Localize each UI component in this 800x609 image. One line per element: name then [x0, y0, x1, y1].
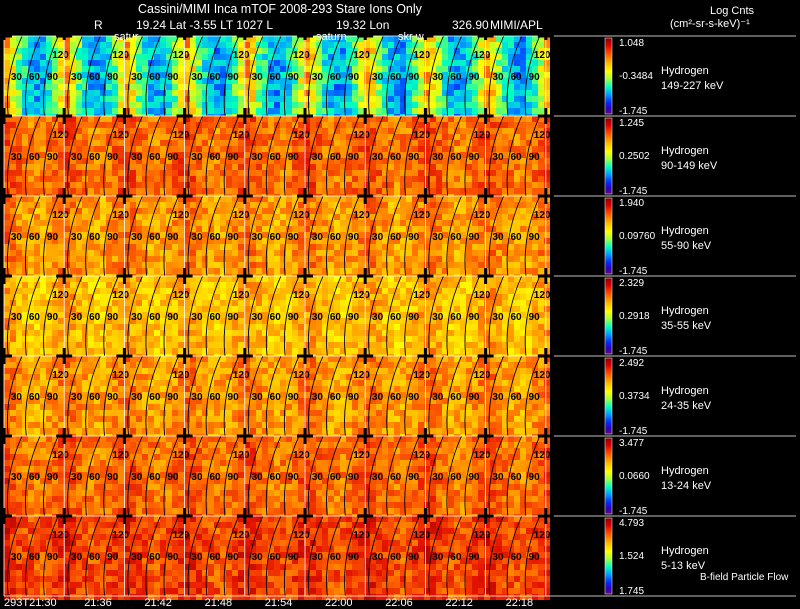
colorbar-max-label: 1.245	[619, 118, 644, 129]
colorbar-max-label: 1.940	[619, 198, 644, 209]
overlay-fragment-label: saturn	[316, 31, 347, 43]
colorbar-mid-label: 1.524	[619, 551, 644, 562]
time-tick-label: 22:06	[385, 597, 413, 609]
instrument-label: MIMI/APL	[490, 18, 543, 32]
time-tick-label: 21:54	[265, 597, 293, 609]
colorbar-max-label: 4.793	[619, 518, 644, 529]
channel-energy-label: 149-227 keV	[661, 80, 724, 92]
colorbar-max-label: 1.048	[619, 38, 644, 49]
colorbar-mid-label: 0.2918	[619, 311, 650, 322]
colorbar-mid-label: 0.2502	[619, 151, 650, 162]
channel-species-label: Hydrogen	[661, 545, 709, 557]
channel-energy-label: 5-13 keV	[661, 560, 706, 572]
channel-energy-label: 24-35 keV	[661, 400, 712, 412]
channel-species-label: Hydrogen	[661, 465, 709, 477]
colorbar-min-label: -1.745	[619, 106, 648, 117]
time-tick-label: 21:36	[84, 597, 112, 609]
footer-note: B-field Particle Flow	[700, 572, 789, 583]
colorbar-max-label: 2.492	[619, 358, 644, 369]
lon-readout: 19.32 Lon	[336, 18, 390, 32]
colorbar-min-label: -1.745	[619, 186, 648, 197]
colorbar-mid-label: -0.3484	[619, 71, 653, 82]
colorbar-mid-label: 0.3734	[619, 391, 650, 402]
colorbar-min-label: -1.745	[619, 426, 648, 437]
lat-lt-readout: 19.24 Lat -3.55 LT 1027 L	[136, 18, 273, 32]
colorbar-mid-label: 0.0660	[619, 471, 650, 482]
colorbar-max-label: 2.329	[619, 278, 644, 289]
channel-energy-label: 55-90 keV	[661, 240, 712, 252]
channel-energy-label: 35-55 keV	[661, 320, 712, 332]
channel-species-label: Hydrogen	[661, 145, 709, 157]
overlay-fragment-label: satur	[114, 31, 139, 43]
time-tick-label: 293T21:30	[4, 597, 57, 609]
units-sublabel: (cm²-sr-s-keV)⁻¹	[670, 18, 750, 30]
channel-species-label: Hydrogen	[661, 225, 709, 237]
colorbar-max-label: 3.477	[619, 438, 644, 449]
channel-species-label: Hydrogen	[661, 385, 709, 397]
channel-energy-label: 13-24 keV	[661, 480, 712, 492]
units-label: Log Cnts	[710, 5, 755, 17]
time-tick-label: 22:18	[506, 597, 534, 609]
time-tick-label: 22:00	[325, 597, 353, 609]
colorbar-mid-label: 0.09760	[619, 231, 656, 242]
channel-species-label: Hydrogen	[661, 65, 709, 77]
colorbar-min-label: -1.745	[619, 506, 648, 517]
time-tick-label: 21:48	[205, 597, 233, 609]
header-value: 326.90	[452, 18, 489, 32]
colorbar-min-label: 1.745	[619, 586, 644, 597]
channel-species-label: Hydrogen	[661, 305, 709, 317]
time-tick-label: 22:12	[445, 597, 473, 609]
time-tick-label: 21:42	[144, 597, 172, 609]
page-title: Cassini/MIMI Inca mTOF 2008-293 Stare Io…	[138, 2, 422, 16]
channel-energy-label: 90-149 keV	[661, 160, 718, 172]
overlay-fragment-label: skr w	[398, 31, 424, 43]
colorbar-min-label: -1.745	[619, 266, 648, 277]
colorbar-min-label: -1.745	[619, 346, 648, 357]
r-label: R	[94, 18, 103, 32]
